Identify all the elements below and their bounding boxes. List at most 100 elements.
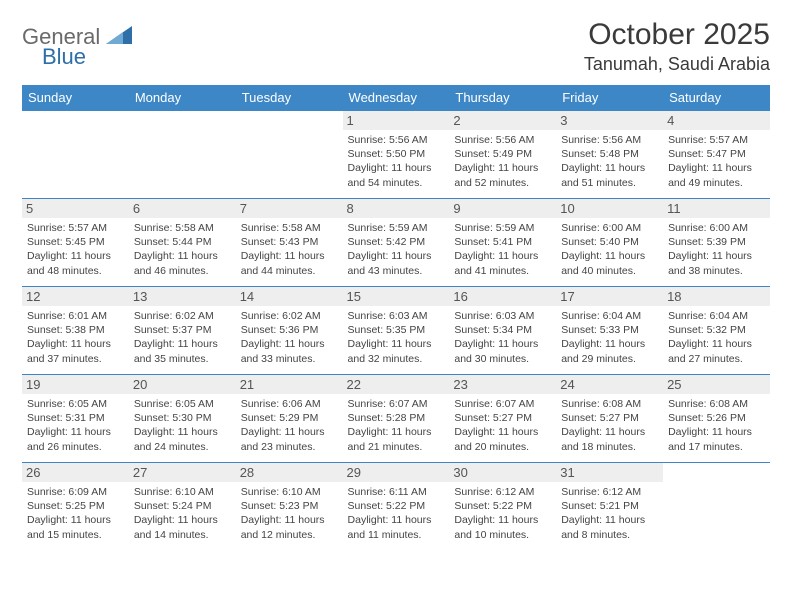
day-detail-line: Sunrise: 6:07 AM — [348, 397, 445, 411]
day-detail-line: Daylight: 11 hours and 30 minutes. — [454, 337, 551, 365]
day-detail-line: Sunset: 5:29 PM — [241, 411, 338, 425]
day-detail-line: Sunrise: 6:11 AM — [348, 485, 445, 499]
day-detail-line: Sunset: 5:43 PM — [241, 235, 338, 249]
day-detail-line: Sunset: 5:50 PM — [348, 147, 445, 161]
calendar-day-cell: 15Sunrise: 6:03 AMSunset: 5:35 PMDayligh… — [343, 287, 450, 375]
day-detail-line: Daylight: 11 hours and 12 minutes. — [241, 513, 338, 541]
day-number: 22 — [343, 375, 450, 394]
calendar-day-cell: 5Sunrise: 5:57 AMSunset: 5:45 PMDaylight… — [22, 199, 129, 287]
calendar-day-cell — [129, 111, 236, 199]
day-detail-line: Sunset: 5:45 PM — [27, 235, 124, 249]
day-detail-line: Sunrise: 6:05 AM — [134, 397, 231, 411]
day-detail-line: Sunset: 5:30 PM — [134, 411, 231, 425]
day-detail-line: Sunrise: 6:08 AM — [668, 397, 765, 411]
day-detail-line: Daylight: 11 hours and 8 minutes. — [561, 513, 658, 541]
calendar-day-cell: 19Sunrise: 6:05 AMSunset: 5:31 PMDayligh… — [22, 375, 129, 463]
day-number: 23 — [449, 375, 556, 394]
day-detail-line: Sunrise: 6:03 AM — [348, 309, 445, 323]
day-detail-line: Sunset: 5:47 PM — [668, 147, 765, 161]
day-detail-line: Sunset: 5:38 PM — [27, 323, 124, 337]
calendar-day-cell: 27Sunrise: 6:10 AMSunset: 5:24 PMDayligh… — [129, 463, 236, 551]
day-detail-line: Sunrise: 6:04 AM — [668, 309, 765, 323]
day-number: 16 — [449, 287, 556, 306]
weekday-header: Saturday — [663, 85, 770, 111]
day-details: Sunrise: 5:56 AMSunset: 5:49 PMDaylight:… — [454, 133, 551, 190]
day-detail-line: Sunset: 5:49 PM — [454, 147, 551, 161]
day-number: 1 — [343, 111, 450, 130]
calendar-week-row: 12Sunrise: 6:01 AMSunset: 5:38 PMDayligh… — [22, 287, 770, 375]
day-details: Sunrise: 6:05 AMSunset: 5:31 PMDaylight:… — [27, 397, 124, 454]
calendar-day-cell: 4Sunrise: 5:57 AMSunset: 5:47 PMDaylight… — [663, 111, 770, 199]
day-details: Sunrise: 6:12 AMSunset: 5:21 PMDaylight:… — [561, 485, 658, 542]
weekday-header: Friday — [556, 85, 663, 111]
day-detail-line: Daylight: 11 hours and 44 minutes. — [241, 249, 338, 277]
day-detail-line: Daylight: 11 hours and 18 minutes. — [561, 425, 658, 453]
day-details: Sunrise: 5:58 AMSunset: 5:44 PMDaylight:… — [134, 221, 231, 278]
day-details: Sunrise: 5:59 AMSunset: 5:42 PMDaylight:… — [348, 221, 445, 278]
calendar-day-cell: 20Sunrise: 6:05 AMSunset: 5:30 PMDayligh… — [129, 375, 236, 463]
day-detail-line: Sunrise: 6:07 AM — [454, 397, 551, 411]
calendar-day-cell — [663, 463, 770, 551]
day-detail-line: Daylight: 11 hours and 46 minutes. — [134, 249, 231, 277]
logo-text-blue: Blue — [42, 44, 86, 69]
day-number: 15 — [343, 287, 450, 306]
day-detail-line: Sunrise: 6:02 AM — [241, 309, 338, 323]
calendar-week-row: 5Sunrise: 5:57 AMSunset: 5:45 PMDaylight… — [22, 199, 770, 287]
day-detail-line: Sunrise: 6:12 AM — [561, 485, 658, 499]
day-detail-line: Daylight: 11 hours and 27 minutes. — [668, 337, 765, 365]
calendar-day-cell: 24Sunrise: 6:08 AMSunset: 5:27 PMDayligh… — [556, 375, 663, 463]
day-detail-line: Daylight: 11 hours and 15 minutes. — [27, 513, 124, 541]
day-detail-line: Daylight: 11 hours and 51 minutes. — [561, 161, 658, 189]
day-number: 24 — [556, 375, 663, 394]
day-detail-line: Daylight: 11 hours and 49 minutes. — [668, 161, 765, 189]
day-detail-line: Sunrise: 6:02 AM — [134, 309, 231, 323]
day-detail-line: Daylight: 11 hours and 41 minutes. — [454, 249, 551, 277]
day-detail-line: Sunset: 5:32 PM — [668, 323, 765, 337]
day-detail-line: Sunrise: 5:59 AM — [348, 221, 445, 235]
day-detail-line: Sunrise: 6:09 AM — [27, 485, 124, 499]
calendar-day-cell — [22, 111, 129, 199]
day-detail-line: Daylight: 11 hours and 54 minutes. — [348, 161, 445, 189]
day-details: Sunrise: 5:56 AMSunset: 5:50 PMDaylight:… — [348, 133, 445, 190]
calendar-day-cell: 16Sunrise: 6:03 AMSunset: 5:34 PMDayligh… — [449, 287, 556, 375]
day-detail-line: Sunrise: 6:10 AM — [241, 485, 338, 499]
calendar-day-cell: 29Sunrise: 6:11 AMSunset: 5:22 PMDayligh… — [343, 463, 450, 551]
day-details: Sunrise: 6:10 AMSunset: 5:23 PMDaylight:… — [241, 485, 338, 542]
calendar-day-cell: 8 Sunrise: 5:59 AMSunset: 5:42 PMDaylight… — [343, 199, 450, 287]
day-detail-line: Sunrise: 6:12 AM — [454, 485, 551, 499]
logo-triangle-icon — [106, 26, 132, 49]
day-details: Sunrise: 6:02 AMSunset: 5:37 PMDaylight:… — [134, 309, 231, 366]
day-number: 8 — [343, 199, 450, 218]
day-number: 12 — [22, 287, 129, 306]
day-number: 9 — [449, 199, 556, 218]
weekday-header: Monday — [129, 85, 236, 111]
day-detail-line: Sunset: 5:24 PM — [134, 499, 231, 513]
day-number: 2 — [449, 111, 556, 130]
day-detail-line: Sunset: 5:25 PM — [27, 499, 124, 513]
day-number: 11 — [663, 199, 770, 218]
day-detail-line: Sunrise: 5:56 AM — [454, 133, 551, 147]
calendar-day-cell: 11Sunrise: 6:00 AMSunset: 5:39 PMDayligh… — [663, 199, 770, 287]
day-detail-line: Sunrise: 6:10 AM — [134, 485, 231, 499]
day-number: 6 — [129, 199, 236, 218]
day-number: 13 — [129, 287, 236, 306]
calendar-day-cell: 10Sunrise: 6:00 AMSunset: 5:40 PMDayligh… — [556, 199, 663, 287]
day-detail-line: Daylight: 11 hours and 40 minutes. — [561, 249, 658, 277]
day-details: Sunrise: 6:12 AMSunset: 5:22 PMDaylight:… — [454, 485, 551, 542]
month-title: October 2025 — [584, 18, 770, 52]
day-detail-line: Daylight: 11 hours and 35 minutes. — [134, 337, 231, 365]
day-detail-line: Sunset: 5:21 PM — [561, 499, 658, 513]
day-details: Sunrise: 5:57 AMSunset: 5:45 PMDaylight:… — [27, 221, 124, 278]
day-number: 29 — [343, 463, 450, 482]
day-detail-line: Sunrise: 6:05 AM — [27, 397, 124, 411]
calendar-day-cell: 1 Sunrise: 5:56 AMSunset: 5:50 PMDaylight… — [343, 111, 450, 199]
day-detail-line: Daylight: 11 hours and 26 minutes. — [27, 425, 124, 453]
day-detail-line: Sunset: 5:35 PM — [348, 323, 445, 337]
day-detail-line: Sunset: 5:28 PM — [348, 411, 445, 425]
day-detail-line: Sunset: 5:41 PM — [454, 235, 551, 249]
day-detail-line: Sunset: 5:37 PM — [134, 323, 231, 337]
day-number: 18 — [663, 287, 770, 306]
day-detail-line: Daylight: 11 hours and 43 minutes. — [348, 249, 445, 277]
day-number: 30 — [449, 463, 556, 482]
day-detail-line: Sunrise: 6:04 AM — [561, 309, 658, 323]
